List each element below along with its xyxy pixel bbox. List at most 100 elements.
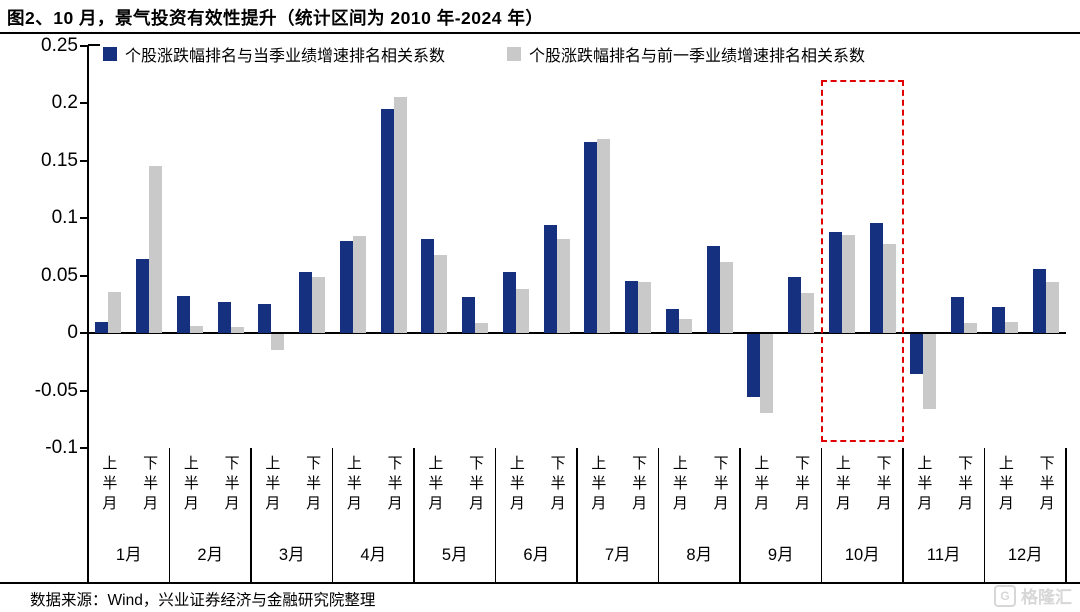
bar-series1 xyxy=(258,304,272,333)
bar-series2 xyxy=(475,322,489,333)
legend-label-series2: 个股涨跌幅排名与前一季业绩增速排名相关系数 xyxy=(529,48,866,65)
month-label: 1月 xyxy=(115,546,142,564)
bar-series1 xyxy=(380,108,394,333)
bar-series1 xyxy=(1032,268,1046,333)
y-axis-tick-label: 0.2 xyxy=(51,92,78,113)
bar-series2 xyxy=(801,292,815,333)
month-label: 11月 xyxy=(926,546,961,564)
half-month-label: 下半月 xyxy=(711,455,729,515)
half-month-label: 上半月 xyxy=(263,455,281,515)
half-month-label: 上半月 xyxy=(589,455,607,515)
bar-series1 xyxy=(828,231,842,333)
half-month-label: 上半月 xyxy=(181,455,199,515)
half-month-label: 下半月 xyxy=(956,455,974,515)
month-separator-line xyxy=(820,448,823,583)
half-month-label: 上半月 xyxy=(100,455,118,515)
legend-item-previous-quarter[interactable]: 个股涨跌幅排名与前一季业绩增速排名相关系数 xyxy=(507,42,865,66)
bar-series2 xyxy=(434,254,448,333)
bar-series2 xyxy=(149,166,163,333)
legend-item-current-quarter[interactable]: 个股涨跌幅排名与当季业绩增速排名相关系数 xyxy=(103,42,445,66)
bar-series2 xyxy=(556,238,570,333)
y-axis-tick xyxy=(80,332,88,334)
bar-series2 xyxy=(678,319,692,333)
bar-series1 xyxy=(339,241,353,333)
half-month-label: 下半月 xyxy=(630,455,648,515)
month-separator-line xyxy=(902,448,904,583)
source-note: 数据来源：Wind，兴业证券经济与金融研究院整理 xyxy=(30,592,376,609)
month-label: 5月 xyxy=(441,546,468,564)
y-axis-top-tick xyxy=(88,44,100,46)
month-separator-line xyxy=(1065,448,1067,583)
y-axis-line xyxy=(87,45,89,583)
y-axis-tick-label: 0 xyxy=(67,322,78,343)
half-month-label: 下半月 xyxy=(548,455,566,515)
half-month-label: 上半月 xyxy=(996,455,1014,515)
half-month-label: 下半月 xyxy=(793,455,811,515)
half-month-label: 上半月 xyxy=(833,455,851,515)
month-separator-line xyxy=(87,448,89,583)
month-label: 7月 xyxy=(604,546,631,564)
bar-series2 xyxy=(841,235,855,333)
month-label: 10月 xyxy=(844,546,880,564)
month-label: 3月 xyxy=(278,546,305,564)
bar-series2 xyxy=(760,334,774,414)
zero-line xyxy=(88,332,1066,335)
half-month-label: 上半月 xyxy=(915,455,933,515)
bar-series2 xyxy=(719,261,733,333)
y-axis-tick-label: -0.05 xyxy=(34,379,78,401)
bar-series1 xyxy=(788,276,802,333)
y-axis-tick-label: 0.1 xyxy=(51,207,78,228)
bar-series1 xyxy=(217,301,231,333)
month-separator-line xyxy=(494,448,497,583)
gelonghui-icon: G xyxy=(994,584,1016,607)
bar-series1 xyxy=(176,296,190,333)
bar-series1 xyxy=(299,272,313,333)
watermark-text: 格隆汇 xyxy=(1021,588,1072,607)
bar-series1 xyxy=(869,222,883,333)
y-axis-tick xyxy=(80,217,88,219)
bar-series2 xyxy=(1004,321,1018,333)
bar-series2 xyxy=(393,97,407,333)
bar-series2 xyxy=(923,334,937,409)
half-month-label: 下半月 xyxy=(874,455,892,515)
half-month-label: 上半月 xyxy=(507,455,525,515)
bar-series1 xyxy=(584,142,598,333)
half-month-label: 下半月 xyxy=(304,455,322,515)
half-month-label: 上半月 xyxy=(344,455,362,515)
month-separator-line xyxy=(331,448,334,583)
footer-divider xyxy=(0,582,1080,584)
month-label: 8月 xyxy=(686,546,713,564)
bar-series1 xyxy=(421,238,435,333)
chart-legend: 个股涨跌幅排名与当季业绩增速排名相关系数 个股涨跌幅排名与前一季业绩增速排名相关… xyxy=(103,42,865,66)
half-month-label: 下半月 xyxy=(467,455,485,515)
month-label: 9月 xyxy=(767,546,794,564)
y-axis-tick xyxy=(80,159,88,162)
half-month-label: 下半月 xyxy=(1037,455,1055,515)
watermark-logo: G 格隆汇 xyxy=(994,583,1072,608)
bar-series1 xyxy=(665,308,679,333)
half-month-label: 下半月 xyxy=(222,455,240,515)
y-axis-tick xyxy=(80,389,88,392)
month-separator-line xyxy=(657,448,660,583)
month-separator-line xyxy=(168,448,171,583)
bar-series2 xyxy=(108,291,122,333)
y-axis-tick xyxy=(80,44,88,47)
month-separator-line xyxy=(576,448,578,583)
bar-series2 xyxy=(964,322,978,333)
figure-title: 图2、10 月，景气投资有效性提升（统计区间为 2010 年-2024 年） xyxy=(7,8,544,28)
bar-series2 xyxy=(597,138,611,333)
bar-series1 xyxy=(706,245,720,333)
bar-series2 xyxy=(189,326,203,333)
bar-series2 xyxy=(352,236,366,333)
half-month-label: 上半月 xyxy=(426,455,444,515)
bar-series1 xyxy=(910,334,924,375)
y-axis-tick xyxy=(80,274,88,277)
y-axis-tick xyxy=(80,447,88,449)
y-axis-tick-label: -0.1 xyxy=(45,437,78,458)
month-label: 12月 xyxy=(1007,546,1043,564)
bar-series2 xyxy=(312,276,326,333)
y-axis-tick-label: 0.05 xyxy=(41,264,78,286)
bar-series1 xyxy=(502,272,516,333)
month-label: 2月 xyxy=(197,546,224,564)
